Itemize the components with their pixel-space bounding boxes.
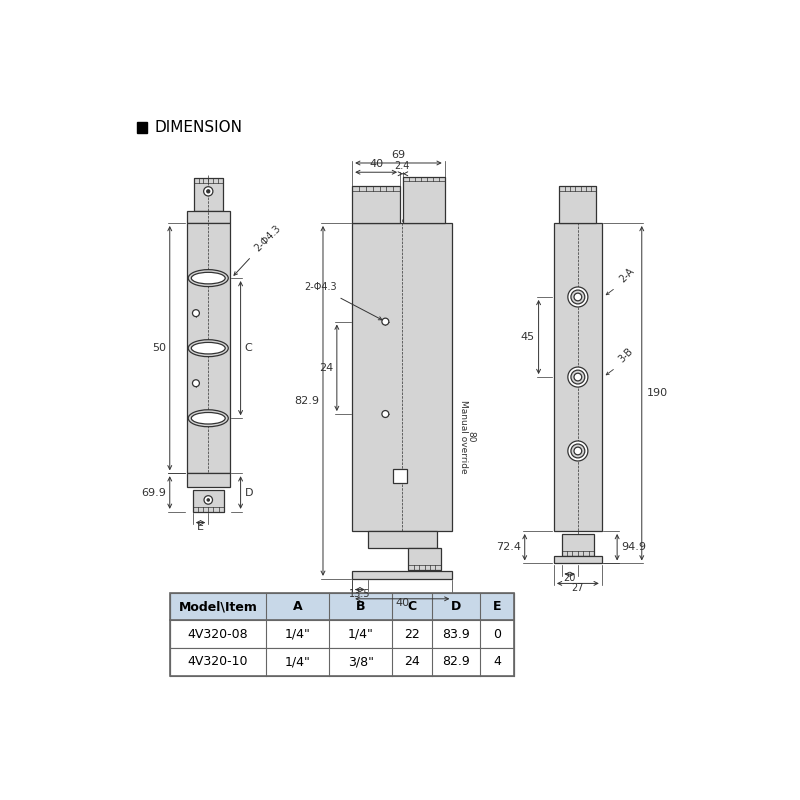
Text: 22: 22 [405,628,420,641]
Circle shape [571,290,585,304]
Text: C: C [245,343,252,353]
Text: 190: 190 [647,388,668,398]
Circle shape [382,410,389,418]
Bar [554,556,602,563]
Bar [409,548,441,570]
Text: E: E [493,600,502,613]
Text: 4V320-10: 4V320-10 [188,655,248,669]
Text: 2.4: 2.4 [394,161,410,170]
Text: 40: 40 [395,598,410,608]
Ellipse shape [188,410,228,426]
Circle shape [206,190,210,193]
Text: 1/4": 1/4" [348,628,374,641]
Bar [137,122,147,133]
Text: D: D [245,487,253,498]
Text: 69.9: 69.9 [141,487,166,498]
Text: A: A [293,600,302,613]
Bar [352,186,400,223]
Bar [368,531,437,548]
Text: 4V320-08: 4V320-08 [187,628,248,641]
Bar [562,534,594,556]
Text: 80: 80 [466,431,475,443]
Circle shape [193,310,199,317]
Text: B: B [356,600,366,613]
Text: 4: 4 [493,655,501,669]
Text: 3/8": 3/8" [348,655,374,669]
Ellipse shape [188,340,228,357]
Text: 83.9: 83.9 [442,628,470,641]
Text: DIMENSION: DIMENSION [154,120,242,135]
Text: 0: 0 [493,628,501,641]
Text: 27: 27 [572,582,584,593]
Text: D: D [451,600,462,613]
Text: Model\Item: Model\Item [178,600,258,613]
Text: 82.9: 82.9 [294,396,319,406]
Text: 24: 24 [405,655,420,669]
Circle shape [193,380,199,386]
Text: C: C [408,600,417,613]
Circle shape [207,498,210,501]
Text: 13.5: 13.5 [349,589,370,599]
Text: 45: 45 [521,332,534,342]
Bar [186,474,230,487]
Text: 82.9: 82.9 [442,655,470,669]
Bar [170,620,514,648]
Circle shape [204,186,213,196]
Text: 3-B: 3-B [617,346,635,365]
Text: 69: 69 [391,150,406,160]
Bar [170,648,514,676]
Bar [352,571,452,578]
Circle shape [568,367,588,387]
Ellipse shape [188,270,228,286]
Bar [186,210,230,223]
Bar [554,223,602,531]
Circle shape [568,441,588,461]
Text: 2-Φ4.3: 2-Φ4.3 [253,223,283,254]
Circle shape [574,447,582,455]
Bar [186,223,230,474]
Bar [352,223,452,531]
Circle shape [204,496,213,504]
Bar [170,593,514,676]
Text: 1/4": 1/4" [285,655,310,669]
Text: 72.4: 72.4 [496,542,521,552]
Bar [559,186,596,223]
Circle shape [568,287,588,307]
Text: 24: 24 [318,363,333,373]
Circle shape [574,373,582,381]
Text: 1/4": 1/4" [285,628,310,641]
Circle shape [574,293,582,301]
Text: 50: 50 [152,343,166,353]
Text: E: E [197,522,204,532]
Text: 40: 40 [369,159,383,169]
Bar [194,178,223,210]
Text: 94.9: 94.9 [622,542,646,552]
Text: Manual override: Manual override [458,400,467,474]
Text: 2-Φ4.3: 2-Φ4.3 [304,282,337,292]
Bar [170,593,514,620]
Ellipse shape [191,272,226,284]
Ellipse shape [191,413,226,424]
Bar [393,470,407,483]
Circle shape [571,444,585,458]
Bar [403,177,445,223]
Bar [193,490,224,512]
Circle shape [571,370,585,384]
Circle shape [382,318,389,325]
Ellipse shape [191,342,226,354]
Text: 20: 20 [563,574,576,583]
Text: 2-A: 2-A [617,266,636,285]
